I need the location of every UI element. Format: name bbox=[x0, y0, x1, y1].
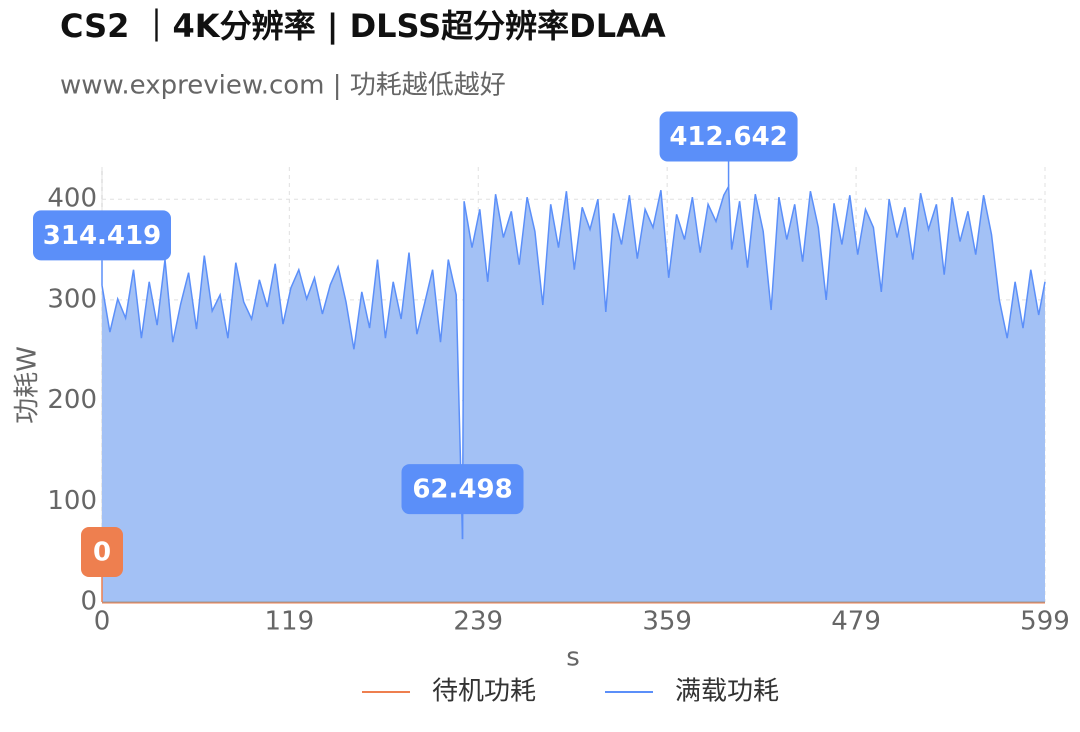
area bbox=[102, 186, 1045, 602]
mark-point-box bbox=[81, 527, 123, 577]
y-tick-label: 300 bbox=[47, 284, 97, 314]
legend-label: 待机功耗 bbox=[432, 677, 536, 707]
mark-point-box bbox=[33, 210, 171, 261]
line bbox=[101, 183, 1046, 540]
y-tick-label: 0 bbox=[80, 587, 97, 617]
mark-point-box bbox=[659, 111, 798, 162]
legend-label: 满载功耗 bbox=[675, 677, 779, 707]
legend-item: 待机功耗 bbox=[362, 677, 536, 707]
legend-item: 满载功耗 bbox=[605, 677, 779, 707]
mark-point-box bbox=[401, 464, 524, 515]
mark-point-label: 412.642 bbox=[669, 122, 787, 152]
x-tick-label: 0 bbox=[94, 607, 111, 637]
x-tick-label: 599 bbox=[1020, 607, 1070, 637]
x-tick-label: 239 bbox=[453, 607, 503, 637]
x-tick-label: 479 bbox=[831, 607, 881, 637]
mark-point-label: 314.419 bbox=[43, 221, 161, 251]
mark-point-label: 0 bbox=[93, 538, 111, 568]
x-axis-label: s bbox=[566, 643, 580, 673]
y-tick-label: 100 bbox=[47, 486, 97, 516]
chart-title: CS2 ｜4K分辨率 | DLSS超分辨率DLAA bbox=[60, 7, 666, 46]
chart-subtitle: www.expreview.com | 功耗越低越好 bbox=[60, 71, 506, 101]
y-tick-label: 400 bbox=[47, 184, 97, 214]
x-tick-label: 119 bbox=[265, 607, 315, 637]
mark-point-label: 62.498 bbox=[412, 475, 512, 505]
y-tick-label: 200 bbox=[47, 385, 97, 415]
y-axis-label: 功耗W bbox=[13, 346, 43, 424]
x-tick-label: 359 bbox=[642, 607, 692, 637]
